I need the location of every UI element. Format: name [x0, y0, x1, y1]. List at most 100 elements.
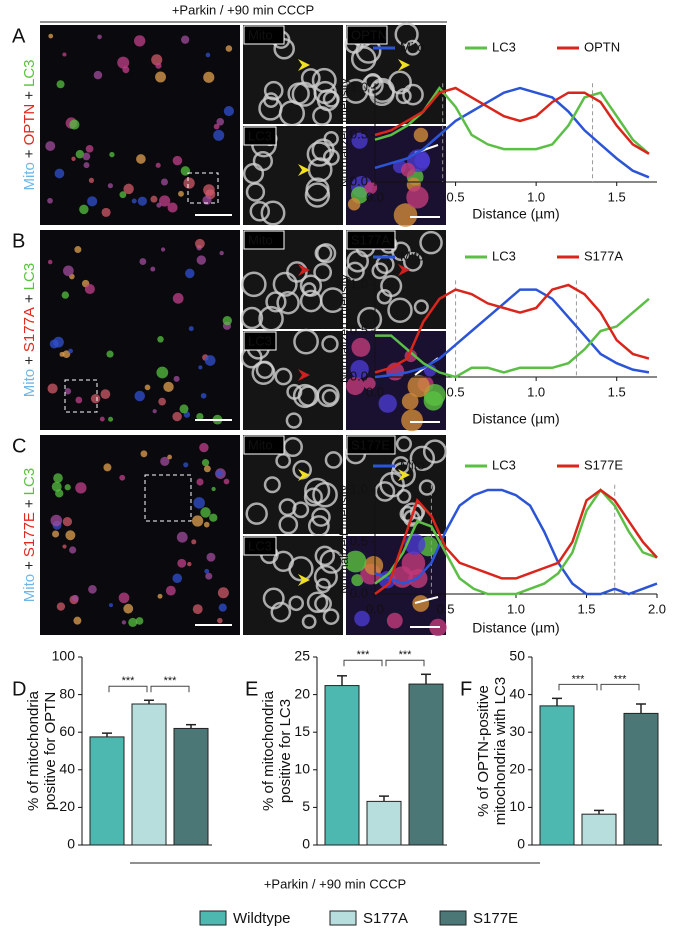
organelle: [135, 617, 144, 625]
x-tick-label: 1.5: [577, 601, 595, 616]
organelle: [47, 197, 53, 204]
organelle: [160, 178, 168, 186]
organelle: [401, 409, 423, 432]
organelle: [357, 306, 383, 332]
legend-label: Mito: [400, 39, 425, 54]
organelle: [180, 166, 191, 176]
organelle: [172, 573, 183, 584]
organelle: [155, 62, 162, 69]
organelle: [245, 502, 268, 525]
y-tick-label: 0.5: [350, 322, 368, 337]
arrowhead: [398, 469, 410, 481]
organelle: [200, 392, 207, 399]
bar: [131, 703, 167, 846]
organelle: [351, 574, 364, 587]
zoom-box: [144, 474, 192, 522]
organelle: [65, 530, 76, 541]
organelle: [319, 549, 344, 574]
organelle: [241, 271, 267, 298]
organelle: [62, 52, 67, 57]
image-label: OPTN: [351, 27, 387, 42]
legend-label: S177A: [584, 248, 623, 263]
image-label-box: [346, 25, 388, 45]
organelle: [400, 162, 416, 177]
organelle: [200, 507, 211, 518]
organelle: [413, 299, 429, 315]
organelle: [409, 445, 436, 471]
y-tick-label: 15: [294, 723, 310, 739]
y-tick-label: 0.0: [350, 585, 368, 600]
organelle: [345, 261, 365, 282]
organelle: [87, 196, 98, 207]
organelle: [313, 262, 333, 282]
legend-label: S177E: [584, 457, 623, 472]
y-axis-label: positive for LC3: [277, 699, 294, 803]
organelle: [306, 141, 332, 167]
organelle: [418, 479, 436, 496]
y-axis-label: % of mitochondria: [260, 690, 277, 811]
significance-label: ***: [164, 675, 178, 687]
organelle: [176, 531, 188, 543]
organelle: [351, 132, 368, 149]
organelle: [203, 71, 215, 83]
x-tick-label: 0.5: [436, 601, 454, 616]
organelle: [263, 476, 281, 494]
organelle: [379, 471, 405, 498]
organelle: [178, 190, 184, 197]
organelle: [204, 568, 210, 574]
organelle: [419, 230, 443, 255]
organelle: [68, 348, 73, 354]
y-tick-label: 25: [294, 648, 310, 664]
organelle: [61, 291, 70, 299]
organelle: [351, 337, 371, 357]
organelle: [292, 383, 318, 409]
organelle: [258, 305, 284, 332]
organelle: [158, 397, 166, 406]
image-label-box: [243, 331, 277, 351]
organelle: [371, 262, 389, 280]
organelle: [306, 591, 329, 613]
organelle: [140, 450, 148, 458]
organelle: [117, 56, 130, 69]
organelle: [160, 247, 166, 252]
side-label: Mito + S177A + LC3: [21, 263, 38, 397]
y-tick-label: 0.5: [350, 533, 368, 548]
organelle: [150, 195, 158, 203]
organelle: [301, 282, 317, 297]
organelle: [288, 595, 305, 612]
organelle: [121, 620, 127, 625]
organelle: [47, 383, 58, 394]
image-label: LC3: [248, 333, 272, 348]
legend-swatch: [329, 910, 357, 926]
organelle: [322, 608, 340, 625]
significance-bracket: [385, 659, 425, 667]
organelle: [193, 497, 205, 509]
organelle: [62, 544, 67, 549]
organelle: [307, 515, 330, 537]
organelle: [324, 451, 343, 469]
organelle: [172, 292, 184, 304]
organelle: [252, 151, 274, 172]
zoom-box: [187, 172, 219, 204]
organelle: [395, 435, 412, 452]
y-axis-label: Normalized Intensity: [337, 78, 351, 187]
y-tick-label: 1.0: [350, 79, 368, 94]
organelle: [64, 388, 72, 395]
y-tick-label: 40: [59, 761, 75, 777]
organelle: [285, 412, 303, 429]
legend-label: LC3: [492, 457, 516, 472]
y-axis-label: Normalized Intensity: [337, 485, 351, 594]
organelle: [386, 612, 403, 629]
organelle: [300, 68, 321, 88]
y-axis-label: Normalized Intensity: [337, 274, 351, 383]
organelle: [249, 200, 271, 222]
organelle: [88, 177, 95, 183]
organelle: [216, 470, 223, 477]
organelle: [69, 119, 80, 130]
bar: [581, 813, 617, 846]
organelle: [45, 141, 56, 151]
arrowhead: [398, 264, 410, 276]
organelle: [423, 391, 444, 411]
y-tick-label: 1.0: [350, 276, 368, 291]
legend-swatch: [439, 910, 467, 926]
